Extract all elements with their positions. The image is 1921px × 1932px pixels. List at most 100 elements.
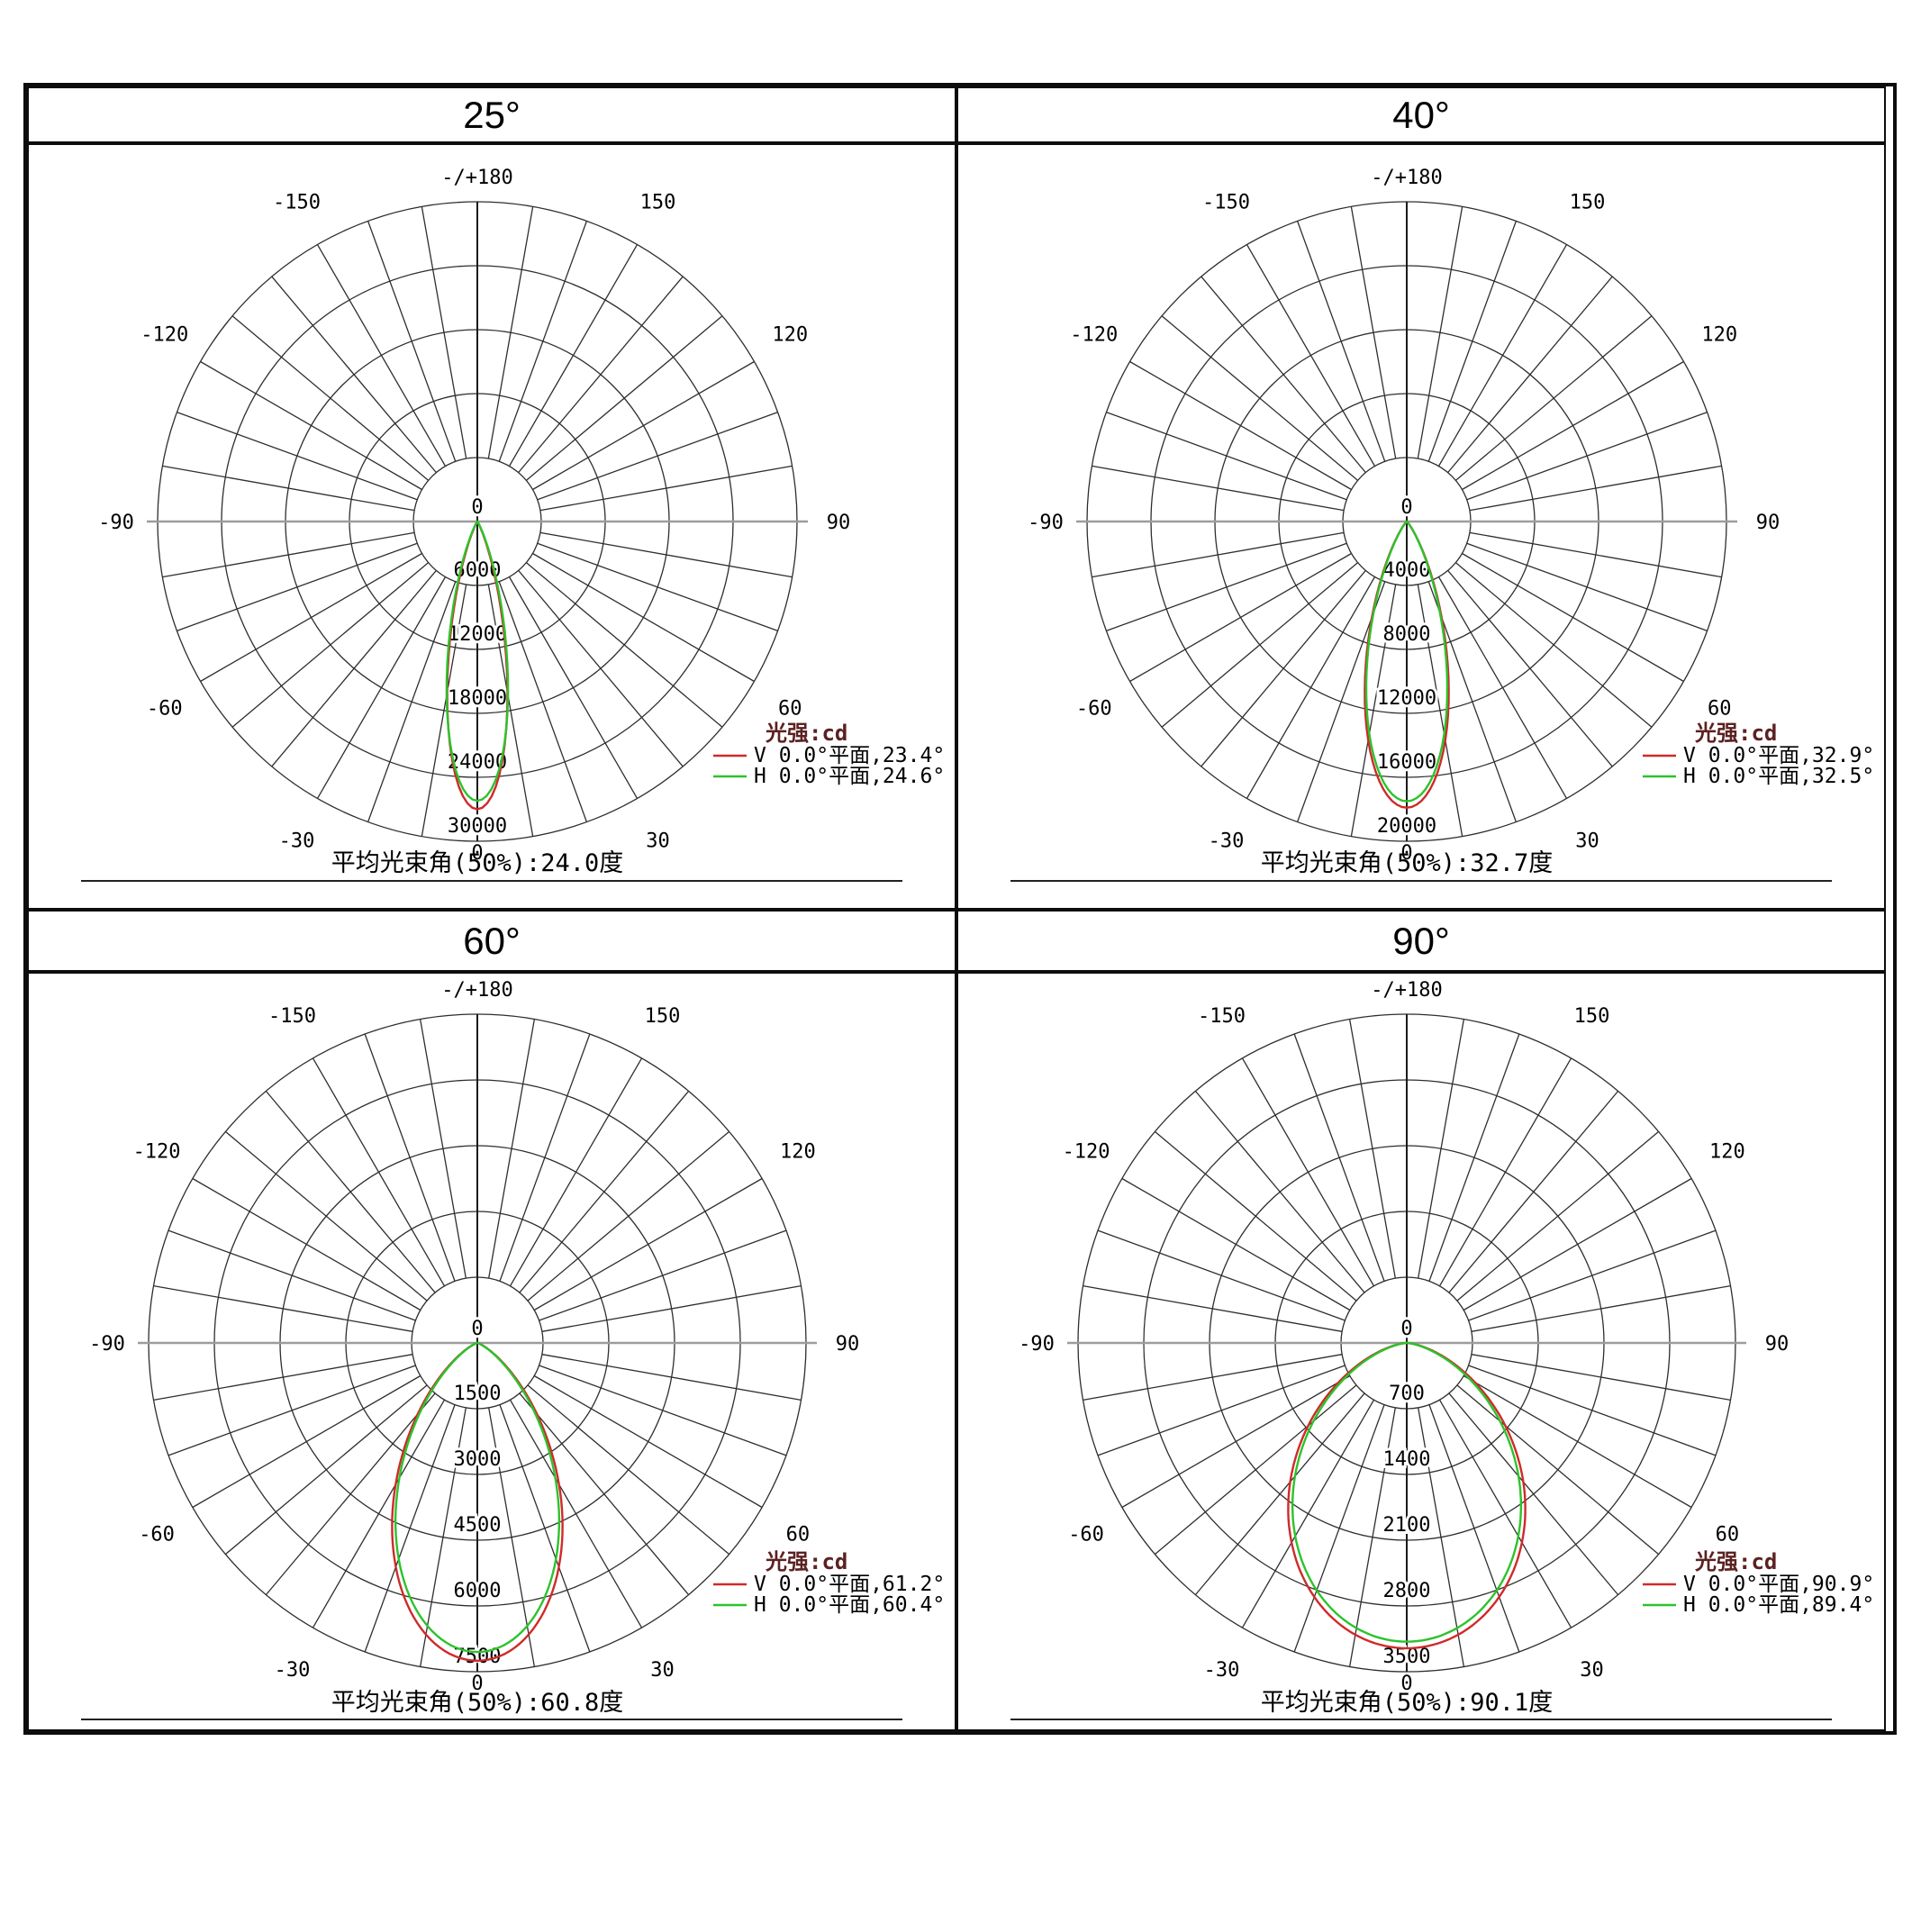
svg-text:-/+180: -/+180 <box>441 167 512 189</box>
svg-text:150: 150 <box>1574 1005 1610 1028</box>
svg-text:-30: -30 <box>275 1659 311 1682</box>
header-cell-beam-60: 60° <box>27 910 956 972</box>
svg-text:4500: 4500 <box>454 1514 502 1537</box>
header-cell-beam-25: 25° <box>27 86 956 143</box>
svg-text:90: 90 <box>827 512 851 534</box>
chart-title: 60° <box>463 919 521 962</box>
svg-text:-120: -120 <box>140 324 188 347</box>
svg-text:2100: 2100 <box>1383 1514 1431 1537</box>
chart-cell-beam-60: -/+180 -150 -120 -90 -60 -30 0 30 60 90 120 150 1500… <box>27 972 956 1731</box>
svg-text:光强:cd: 光强:cd <box>765 721 847 746</box>
svg-text:120: 120 <box>1709 1141 1745 1164</box>
svg-text:平均光束角(50%):90.1度: 平均光束角(50%):90.1度 <box>1261 1689 1554 1717</box>
polar-chart-beam-60: -/+180 -150 -120 -90 -60 -30 0 30 60 90 120 150 1500… <box>81 979 945 1720</box>
svg-text:平均光束角(50%):60.8度: 平均光束角(50%):60.8度 <box>331 1689 624 1717</box>
svg-text:120: 120 <box>780 1141 816 1164</box>
svg-text:V 0.0°平面,90.9°: V 0.0°平面,90.9° <box>1683 1573 1874 1596</box>
svg-text:90: 90 <box>1765 1333 1790 1356</box>
svg-text:-90: -90 <box>89 1333 125 1356</box>
svg-text:16000: 16000 <box>1377 751 1436 774</box>
svg-text:-150: -150 <box>268 1005 316 1028</box>
chart-title: 90° <box>1392 919 1450 962</box>
svg-text:-/+180: -/+180 <box>1371 167 1442 189</box>
svg-text:-60: -60 <box>147 698 183 721</box>
header-cell-beam-40: 40° <box>956 86 1886 143</box>
svg-text:-150: -150 <box>273 192 321 214</box>
svg-text:平均光束角(50%):24.0度: 平均光束角(50%):24.0度 <box>331 849 624 877</box>
svg-text:30: 30 <box>1580 1659 1604 1682</box>
svg-text:-30: -30 <box>1209 830 1245 852</box>
svg-text:18000: 18000 <box>448 687 507 710</box>
svg-text:1500: 1500 <box>454 1383 502 1405</box>
chart-cell-beam-25: -/+180 -150 -120 -90 -60 -30 0 30 60 90 120 150 6000… <box>27 143 956 910</box>
svg-text:30: 30 <box>646 830 670 852</box>
svg-text:-120: -120 <box>1063 1141 1110 1164</box>
svg-text:2800: 2800 <box>1383 1580 1431 1602</box>
svg-text:60: 60 <box>786 1524 811 1547</box>
svg-text:150: 150 <box>640 192 676 214</box>
svg-text:150: 150 <box>645 1005 681 1028</box>
chart-cell-beam-90: -/+180 -150 -120 -90 -60 -30 0 30 60 90 120 150 700 1… <box>956 972 1886 1731</box>
svg-text:12000: 12000 <box>1377 687 1436 710</box>
svg-text:30: 30 <box>1575 830 1599 852</box>
svg-text:H 0.0°平面,60.4°: H 0.0°平面,60.4° <box>754 1593 945 1617</box>
svg-text:0: 0 <box>471 496 483 519</box>
svg-text:150: 150 <box>1570 192 1606 214</box>
polar-chart-beam-90: -/+180 -150 -120 -90 -60 -30 0 30 60 90 120 150 700 1… <box>1010 979 1874 1720</box>
svg-text:90: 90 <box>1756 512 1781 534</box>
svg-text:V 0.0°平面,61.2°: V 0.0°平面,61.2° <box>754 1573 945 1596</box>
svg-text:30: 30 <box>650 1659 675 1682</box>
svg-text:-60: -60 <box>139 1524 175 1547</box>
svg-text:-60: -60 <box>1076 698 1112 721</box>
svg-text:0: 0 <box>471 842 483 865</box>
svg-text:60: 60 <box>1708 698 1732 721</box>
svg-text:1400: 1400 <box>1383 1448 1431 1471</box>
svg-text:光强:cd: 光强:cd <box>1694 1549 1777 1574</box>
svg-text:60: 60 <box>1716 1524 1740 1547</box>
svg-text:-150: -150 <box>1202 192 1250 214</box>
svg-text:-/+180: -/+180 <box>1371 979 1442 1002</box>
svg-text:60: 60 <box>778 698 802 721</box>
svg-text:6000: 6000 <box>454 1580 502 1602</box>
svg-text:90: 90 <box>836 1333 860 1356</box>
svg-text:700: 700 <box>1389 1383 1425 1405</box>
polar-chart-beam-40: -/+180 -150 -120 -90 -60 -30 0 30 60 90 120 150 4000… <box>1010 167 1874 882</box>
svg-text:120: 120 <box>772 324 808 347</box>
svg-text:H 0.0°平面,24.6°: H 0.0°平面,24.6° <box>754 765 945 788</box>
svg-text:0: 0 <box>1400 842 1412 865</box>
svg-text:-120: -120 <box>1070 324 1118 347</box>
svg-text:8000: 8000 <box>1383 623 1431 646</box>
svg-text:-60: -60 <box>1068 1524 1104 1547</box>
svg-text:光强:cd: 光强:cd <box>765 1549 847 1574</box>
svg-text:-30: -30 <box>1204 1659 1240 1682</box>
svg-text:V 0.0°平面,32.9°: V 0.0°平面,32.9° <box>1683 744 1874 767</box>
chart-title: 40° <box>1392 93 1450 136</box>
svg-text:20000: 20000 <box>1377 815 1436 838</box>
svg-text:12000: 12000 <box>448 623 507 646</box>
svg-text:-150: -150 <box>1198 1005 1246 1028</box>
svg-text:光强:cd: 光强:cd <box>1694 721 1777 746</box>
photometric-diagram-table: 25° 40° -/+180 -150 -120 -90 -60 -30 0 30 60 90 12… <box>23 83 1897 1735</box>
svg-text:0: 0 <box>471 1318 483 1340</box>
svg-text:0: 0 <box>1400 1318 1412 1340</box>
svg-text:-90: -90 <box>1019 1333 1055 1356</box>
svg-text:平均光束角(50%):32.7度: 平均光束角(50%):32.7度 <box>1261 849 1554 877</box>
svg-text:3000: 3000 <box>454 1448 502 1471</box>
chart-cell-beam-40: -/+180 -150 -120 -90 -60 -30 0 30 60 90 120 150 4000… <box>956 143 1886 910</box>
svg-text:120: 120 <box>1701 324 1737 347</box>
svg-text:V 0.0°平面,23.4°: V 0.0°平面,23.4° <box>754 744 945 767</box>
svg-text:0: 0 <box>1400 1673 1412 1695</box>
polar-chart-beam-25: -/+180-150-120-90-60-3003060901201506000… <box>81 167 945 882</box>
svg-text:-120: -120 <box>133 1141 181 1164</box>
svg-text:-30: -30 <box>279 830 315 852</box>
svg-text:30000: 30000 <box>448 815 507 838</box>
svg-text:-90: -90 <box>98 512 134 534</box>
chart-title: 25° <box>463 93 521 136</box>
svg-text:-/+180: -/+180 <box>441 979 512 1002</box>
svg-text:0: 0 <box>1400 496 1412 519</box>
svg-text:H 0.0°平面,89.4°: H 0.0°平面,89.4° <box>1683 1593 1874 1617</box>
svg-text:0: 0 <box>471 1673 483 1695</box>
svg-text:H 0.0°平面,32.5°: H 0.0°平面,32.5° <box>1683 765 1874 788</box>
svg-text:4000: 4000 <box>1383 559 1431 582</box>
svg-text:-90: -90 <box>1028 512 1064 534</box>
